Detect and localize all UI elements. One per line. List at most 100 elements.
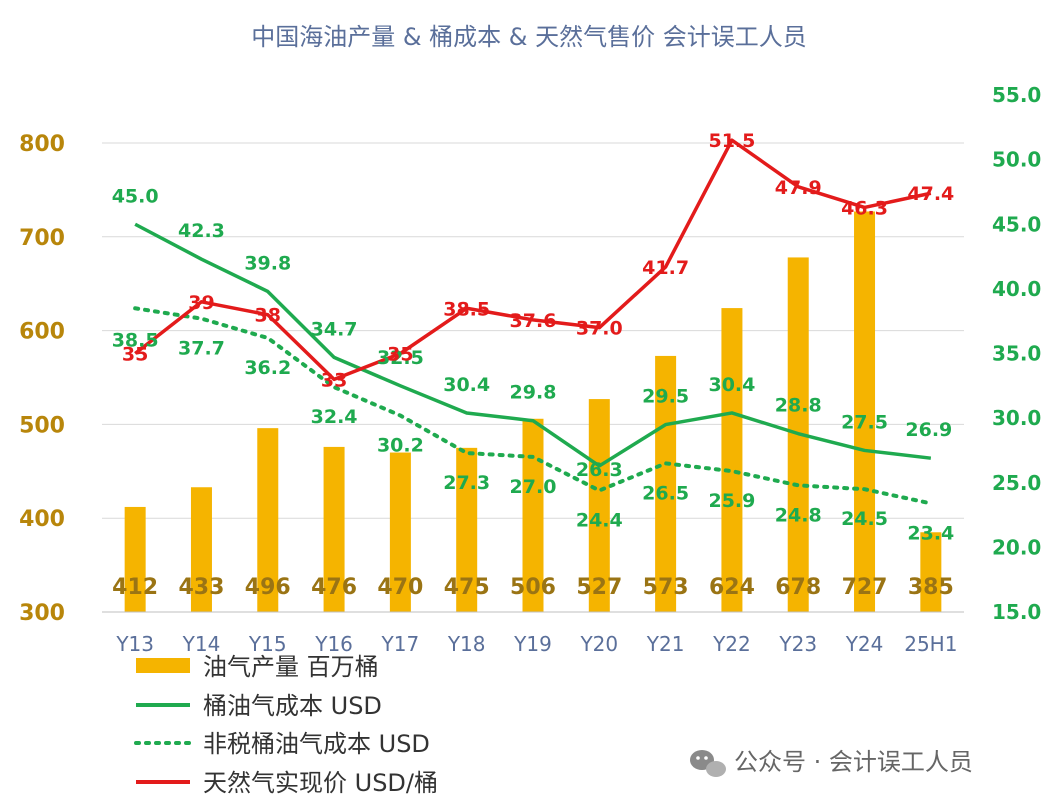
right-tick-label: 55.0 bbox=[992, 83, 1041, 107]
bar bbox=[124, 506, 146, 612]
nontax-cost-value-label: 30.2 bbox=[377, 435, 424, 457]
cost-value-label: 30.4 bbox=[708, 374, 755, 396]
bar-value-label: 385 bbox=[908, 575, 954, 600]
right-tick-label: 50.0 bbox=[992, 148, 1041, 172]
bar bbox=[456, 447, 478, 612]
bar-value-label: 476 bbox=[311, 575, 357, 600]
series-line bbox=[133, 306, 933, 506]
left-axis: 300 400 500 600 700 800 bbox=[19, 132, 65, 626]
bar-value-label: 470 bbox=[377, 575, 423, 600]
gas-price-value-label: 46.3 bbox=[841, 197, 888, 219]
chart-title: 中国海油产量 & 桶成本 & 天然气售价 会计误工人员 bbox=[251, 23, 807, 51]
bar-value-label: 624 bbox=[709, 575, 755, 600]
wechat-icon bbox=[690, 750, 726, 777]
right-tick-label: 15.0 bbox=[992, 600, 1041, 624]
right-tick-label: 25.0 bbox=[992, 471, 1041, 495]
right-tick-label: 35.0 bbox=[992, 342, 1041, 366]
bar-value-label: 573 bbox=[643, 575, 689, 600]
cost-value-label: 30.4 bbox=[443, 374, 490, 396]
legend-label: 桶油气成本 USD bbox=[203, 692, 382, 720]
cost-value-label: 32.5 bbox=[377, 347, 424, 369]
gas-price-value-label: 35 bbox=[387, 344, 413, 366]
cost-value-label: 28.8 bbox=[775, 395, 822, 417]
right-axis: 15.0 20.0 25.0 30.0 35.0 40.0 45.0 50.0 55.0 bbox=[992, 83, 1041, 624]
series-line bbox=[134, 222, 932, 468]
gas-price-value-label: 38.5 bbox=[443, 298, 490, 320]
left-tick-label: 300 bbox=[19, 601, 65, 626]
bar bbox=[655, 355, 677, 612]
bar-value-label: 433 bbox=[178, 575, 224, 600]
series-line bbox=[134, 138, 932, 382]
left-tick-label: 800 bbox=[19, 132, 65, 157]
nontax-cost-value-label: 24.4 bbox=[576, 510, 623, 532]
x-tick-label: Y18 bbox=[447, 632, 486, 656]
bar-value-label: 475 bbox=[444, 575, 490, 600]
bar bbox=[190, 487, 212, 612]
gas-price-value-label: 39 bbox=[188, 292, 214, 314]
cost-value-label: 26.9 bbox=[905, 419, 952, 441]
cost-value-label: 29.5 bbox=[642, 386, 689, 408]
bar bbox=[522, 418, 544, 612]
legend-label: 非税桶油气成本 USD bbox=[203, 730, 430, 758]
left-tick-label: 700 bbox=[19, 226, 65, 251]
x-tick-label: Y20 bbox=[579, 632, 618, 656]
bar-value-label: 727 bbox=[842, 575, 888, 600]
x-tick-label: Y15 bbox=[248, 632, 287, 656]
legend-label: 天然气实现价 USD/桶 bbox=[203, 769, 438, 797]
x-tick-label: Y21 bbox=[646, 632, 685, 656]
watermark: 公众号 · 会计误工人员 bbox=[690, 748, 973, 777]
nontax-cost-value-label: 27.0 bbox=[510, 476, 557, 498]
bar-value-label: 527 bbox=[576, 575, 622, 600]
x-tick-label: Y17 bbox=[381, 632, 420, 656]
bar-value-label: 412 bbox=[112, 575, 158, 600]
x-tick-label: Y22 bbox=[712, 632, 751, 656]
x-tick-label: Y19 bbox=[513, 632, 552, 656]
gas-price-value-label: 37.0 bbox=[576, 318, 623, 340]
gas-price-value-label: 35 bbox=[122, 344, 148, 366]
right-tick-label: 30.0 bbox=[992, 406, 1041, 430]
bars-layer bbox=[124, 211, 942, 612]
x-tick-label: Y16 bbox=[314, 632, 353, 656]
bar bbox=[588, 399, 610, 612]
x-tick-label: Y23 bbox=[778, 632, 817, 656]
bar bbox=[920, 532, 942, 612]
nontax-cost-value-label: 24.5 bbox=[841, 508, 888, 530]
nontax-cost-value-label: 38.5 bbox=[112, 329, 159, 351]
nontax-cost-value-label: 23.4 bbox=[907, 522, 954, 544]
x-axis: Y13 Y14 Y15 Y16 Y17 Y18 Y19 Y20 Y21 Y22 Y23 Y24 25H1 bbox=[102, 611, 964, 656]
left-tick-label: 400 bbox=[19, 507, 65, 532]
gas-price-value-label: 38 bbox=[255, 305, 281, 327]
left-tick-label: 600 bbox=[19, 320, 65, 345]
bar bbox=[854, 211, 876, 612]
gas-price-value-label: 37.6 bbox=[510, 310, 557, 332]
cost-value-label: 45.0 bbox=[112, 185, 159, 207]
watermark-text: 公众号 · 会计误工人员 bbox=[734, 748, 973, 776]
cost-value-label: 42.3 bbox=[178, 220, 225, 242]
x-tick-label: Y24 bbox=[845, 632, 884, 656]
gas-price-value-label: 47.4 bbox=[907, 183, 954, 205]
bar bbox=[323, 446, 345, 612]
cost-value-label: 39.8 bbox=[244, 252, 291, 274]
cost-value-label: 27.5 bbox=[841, 411, 888, 433]
left-tick-label: 500 bbox=[19, 413, 65, 438]
nontax-cost-value-label: 24.8 bbox=[775, 504, 822, 526]
x-tick-label: 25H1 bbox=[904, 632, 957, 656]
bar bbox=[257, 428, 279, 612]
nontax-cost-value-label: 36.2 bbox=[244, 357, 291, 379]
bar-value-label: 678 bbox=[775, 575, 821, 600]
bar bbox=[721, 308, 743, 612]
x-tick-label: Y13 bbox=[115, 632, 154, 656]
data-labels-layer: 412 433 496 476 470 475 506 527 573 624 678 727 385 4… bbox=[112, 130, 955, 600]
gas-price-value-label: 51.5 bbox=[708, 130, 755, 152]
nontax-cost-value-label: 37.7 bbox=[178, 338, 225, 360]
lines-layer bbox=[133, 138, 933, 506]
right-tick-label: 20.0 bbox=[992, 535, 1041, 559]
cost-value-label: 34.7 bbox=[311, 318, 358, 340]
bar bbox=[389, 452, 411, 612]
right-tick-label: 40.0 bbox=[992, 277, 1041, 301]
cost-value-label: 29.8 bbox=[510, 382, 557, 404]
gas-price-value-label: 41.7 bbox=[642, 257, 689, 279]
bar-value-label: 506 bbox=[510, 575, 556, 600]
